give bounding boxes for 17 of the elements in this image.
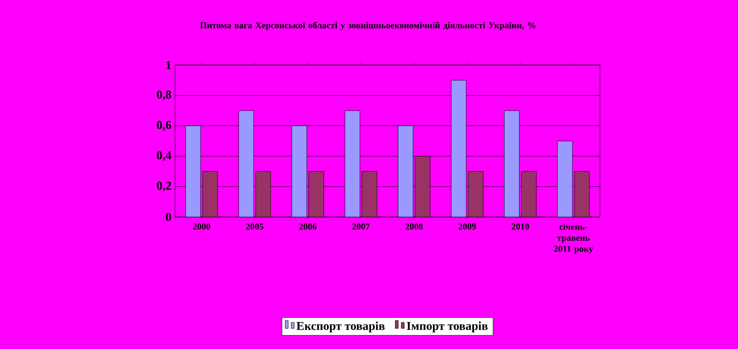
chart-title: Питома вага Херсонської області у зовнішньоекономічній діяльності України, % [200,22,536,30]
y-tick-label: 1 [166,61,171,69]
x-tick-label: січень-травень 2011 року [554,224,594,254]
x-tick-label: 2005 [246,224,264,230]
x-tick-label: 2010 [512,224,529,230]
x-tick-label: 2006 [299,224,317,230]
y-tick-label: 0,4 [156,151,172,162]
x-tick-label: 2009 [458,224,476,230]
x-tick-label: 2007 [352,224,370,230]
y-tick-label: 0,2 [156,182,171,192]
y-tick-label: 0,6 [156,120,172,131]
y-tick-label: 0 [166,212,172,222]
legend-label: Експорт товарів [296,322,385,332]
legend-label: Імпорт товарів [406,322,488,332]
y-tick-label: 0,8 [156,90,172,100]
x-tick-label: 2000 [192,224,210,230]
x-tick-label: 2008 [405,224,423,230]
